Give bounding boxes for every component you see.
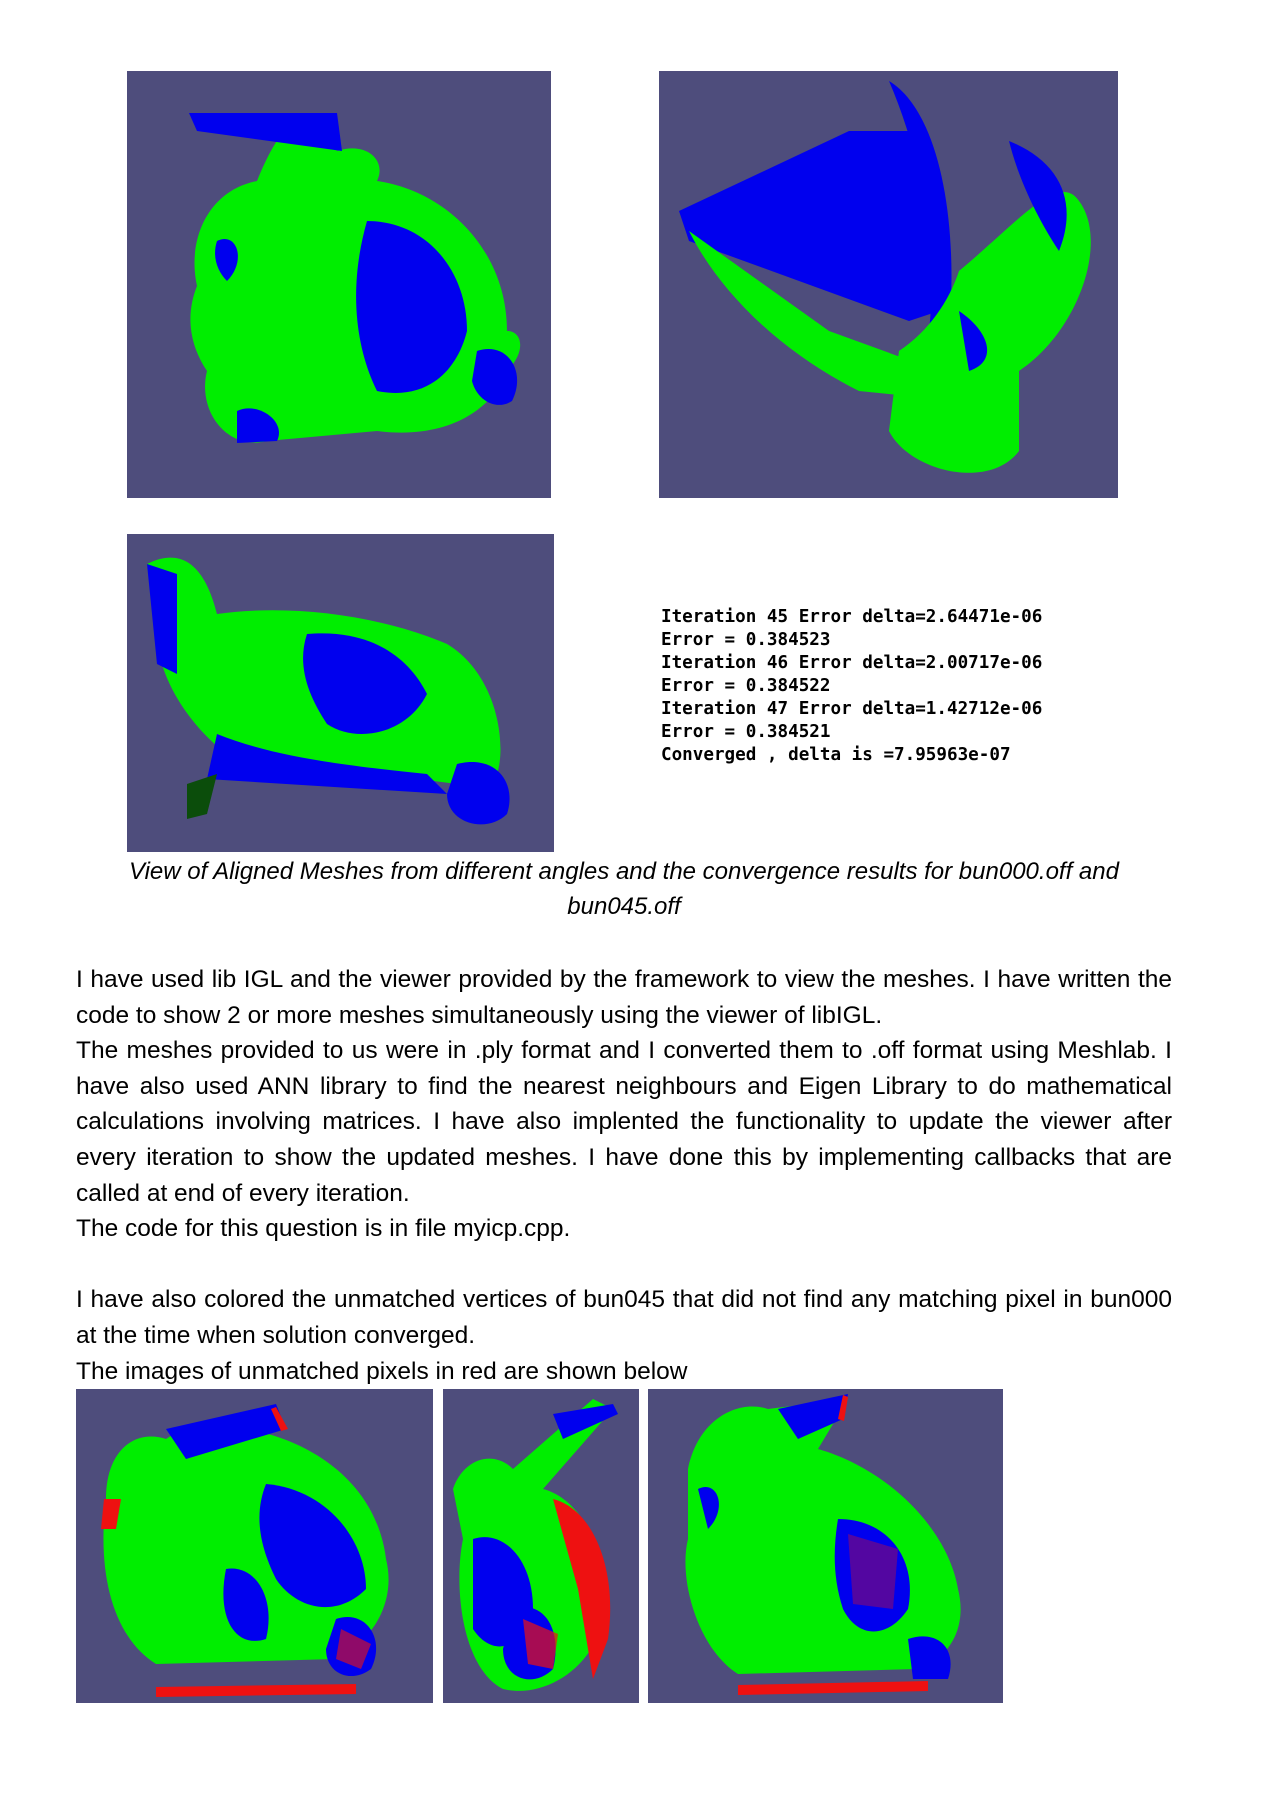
paragraph: The meshes provided to us were in .ply f… [76, 1037, 1172, 1207]
log-line: Error = 0.384523 [661, 630, 831, 650]
log-line: Iteration 45 Error delta=2.64471e-06 [661, 607, 1043, 627]
log-line: Converged , delta is =7.95963e-07 [661, 745, 1011, 765]
body-text: I have used lib IGL and the viewer provi… [76, 962, 1172, 1389]
bunny-aligned-view-1 [127, 71, 551, 498]
bunny-aligned-view-3 [127, 534, 554, 852]
paragraph: I have also colored the unmatched vertic… [76, 1286, 1172, 1349]
convergence-log: Iteration 45 Error delta=2.64471e-06 Erro… [661, 606, 1042, 767]
paragraph: The code for this question is in file my… [76, 1215, 571, 1243]
paragraph: The images of unmatched pixels in red ar… [76, 1357, 688, 1385]
log-line: Error = 0.384522 [661, 676, 831, 696]
bunny-unmatched-red-view-3 [648, 1389, 1003, 1703]
log-line: Iteration 46 Error delta=2.00717e-06 [661, 653, 1043, 673]
bunny-aligned-view-2 [659, 71, 1118, 498]
bunny-unmatched-red-view-1 [76, 1389, 433, 1703]
log-line: Iteration 47 Error delta=1.42712e-06 [661, 699, 1043, 719]
bunny-unmatched-red-view-2 [443, 1389, 639, 1703]
log-line: Error = 0.384521 [661, 722, 831, 742]
figure-caption: View of Aligned Meshes from different an… [129, 858, 1119, 920]
paragraph: I have used lib IGL and the viewer provi… [76, 966, 1172, 1029]
